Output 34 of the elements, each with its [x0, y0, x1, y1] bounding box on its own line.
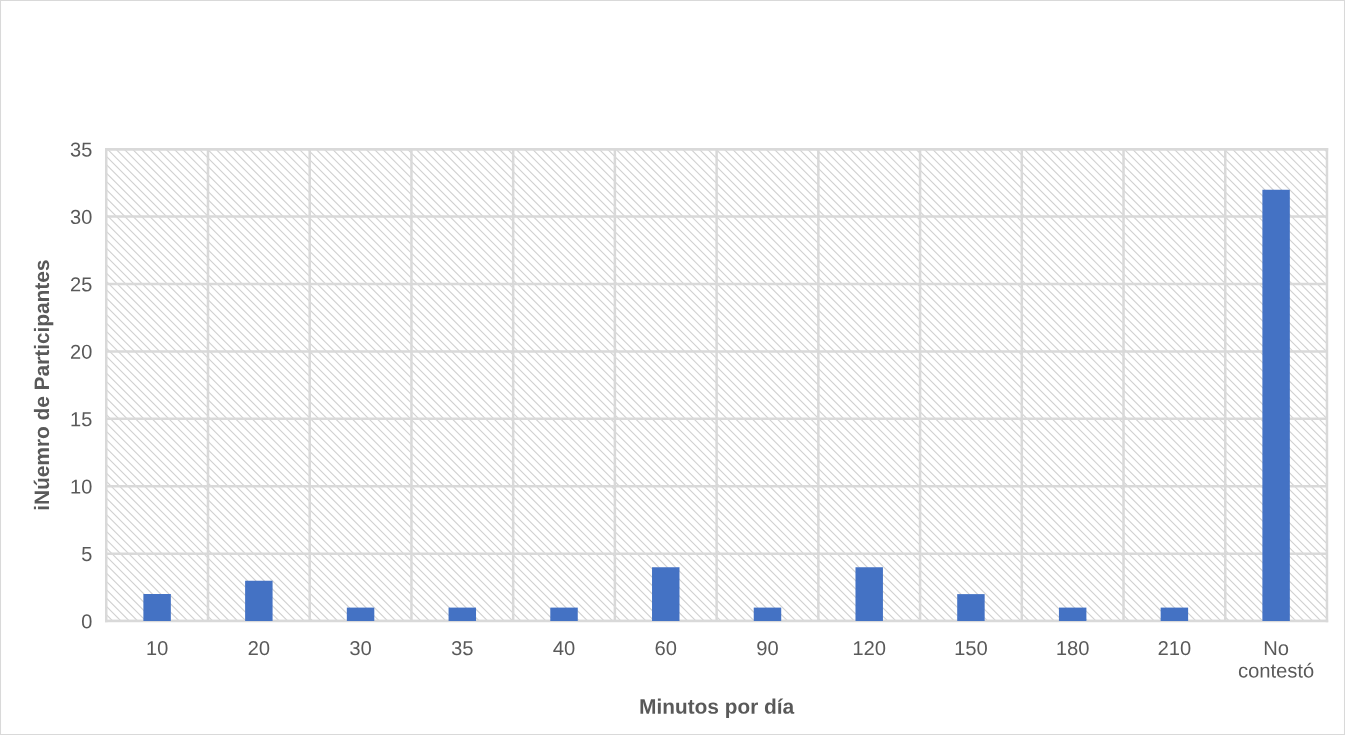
x-tick-label: No contestó: [1238, 641, 1314, 678]
y-tick-label: 10: [71, 479, 92, 494]
bar: [753, 607, 782, 622]
x-tick-label: 180: [1057, 641, 1089, 656]
x-tick-label: 120: [853, 641, 886, 656]
x-tick-label: 10: [147, 641, 168, 656]
y-axis-title: iNúemro de Participantes: [33, 260, 54, 510]
x-tick-label: 20: [248, 641, 270, 656]
y-tick-label: 0: [81, 614, 92, 629]
bar: [550, 607, 578, 622]
y-tick-label: 15: [71, 412, 92, 427]
bar: [957, 594, 985, 622]
bar: [245, 580, 273, 622]
x-axis-title: Minutos por día: [640, 698, 795, 718]
x-tick-label: 90: [757, 641, 778, 656]
y-tick-label: 20: [70, 344, 92, 359]
bar: [143, 594, 171, 622]
y-tick-label: 5: [81, 547, 92, 562]
x-tick-label: 150: [955, 641, 987, 656]
bar: [1058, 607, 1087, 622]
bar: [448, 607, 477, 622]
x-tick-label: 35: [451, 641, 473, 656]
x-tick-label: 210: [1158, 641, 1191, 656]
x-tick-label: 30: [350, 641, 371, 656]
x-tick-label: 60: [655, 641, 677, 656]
bar: [1160, 607, 1189, 622]
bar: [346, 607, 375, 622]
bar: [652, 567, 680, 622]
y-tick-label: 25: [70, 277, 92, 292]
bar: [855, 567, 883, 622]
y-tick-label: 35: [70, 142, 92, 157]
y-tick-label: 30: [70, 209, 92, 225]
x-tick-label: 40: [553, 641, 575, 656]
bar: [1262, 189, 1290, 622]
